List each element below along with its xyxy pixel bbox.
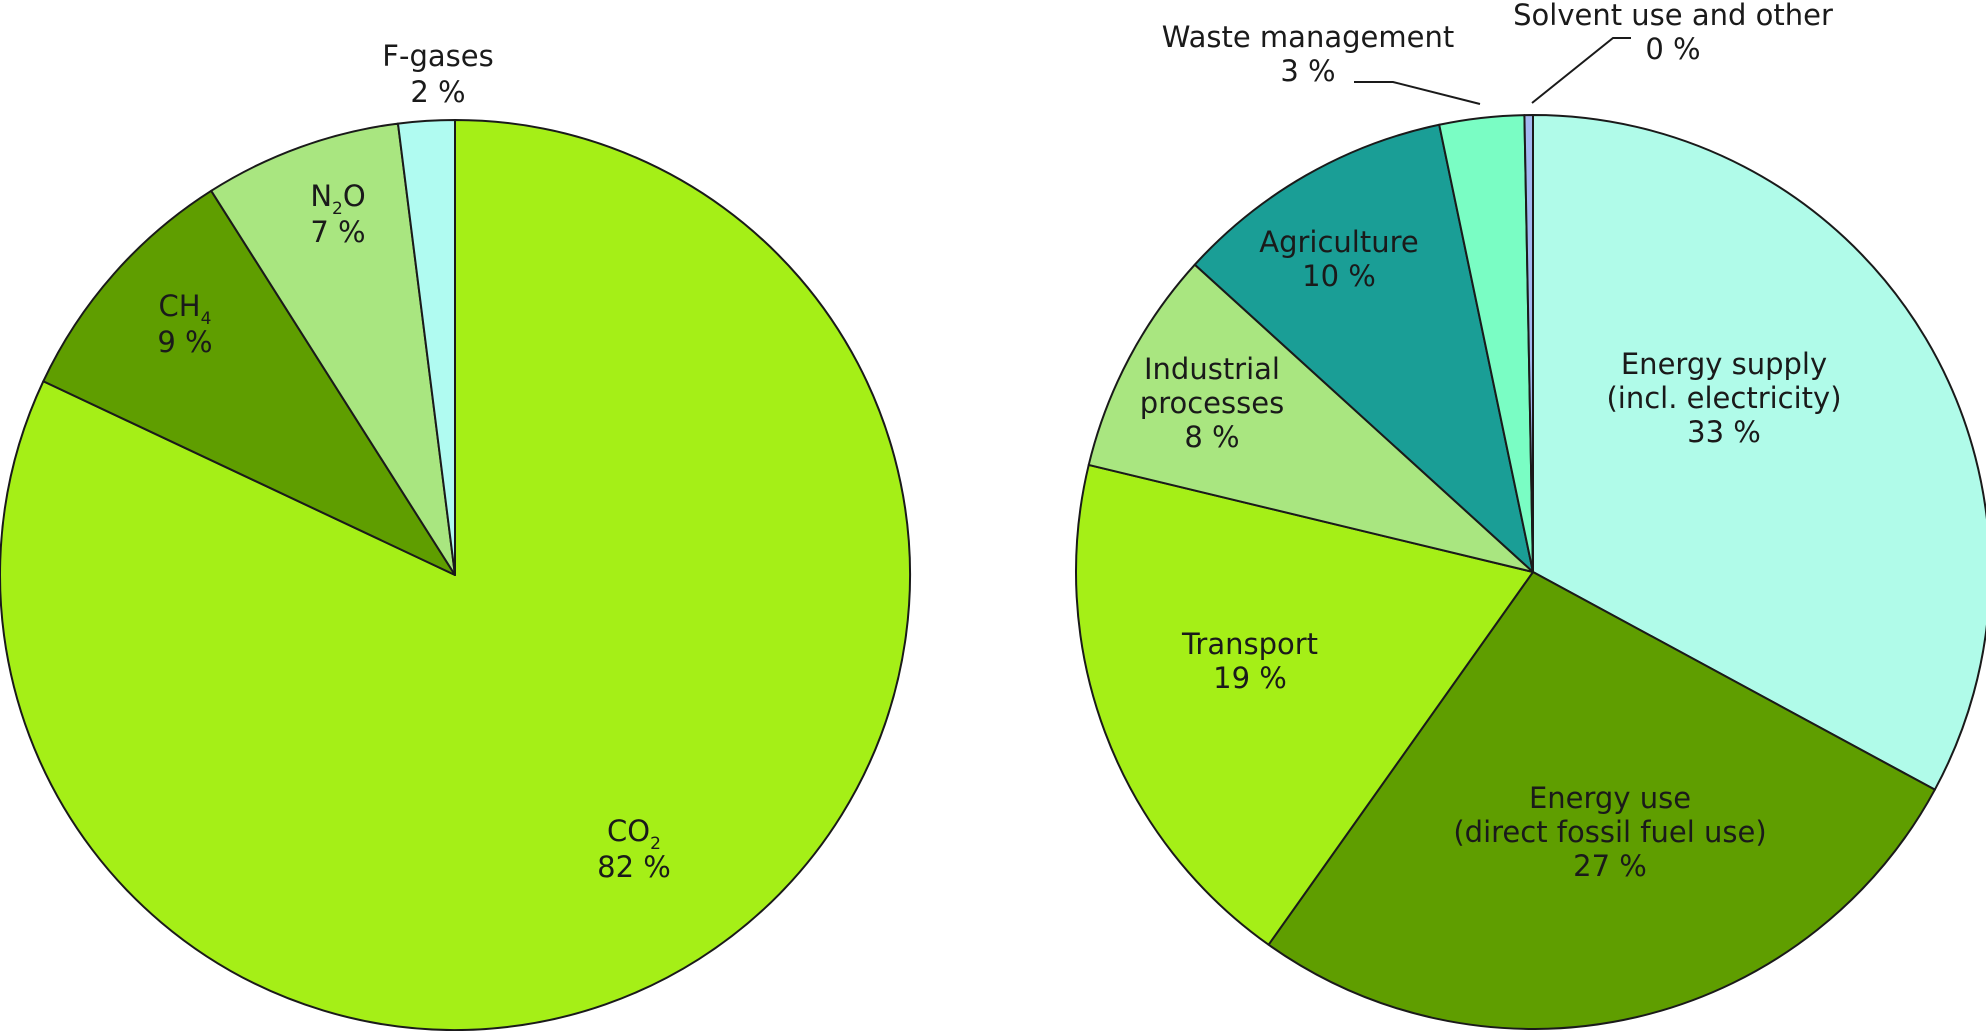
slice-value: 82 %: [597, 850, 671, 884]
slice-name-line: processes: [1140, 386, 1284, 420]
slice-label-energy-use-direct-fossil-fuel-use: Energy use(direct fossil fuel use)27 %: [1453, 781, 1766, 883]
pie-slice-ch4: [42, 189, 456, 576]
slice-label-energy-supply-incl-electricity: Energy supply(incl. electricity)33 %: [1606, 347, 1841, 449]
pie-slice-agriculture: [1193, 123, 1534, 573]
pie-slice-energy-supply-incl-electricity: [1532, 114, 1986, 791]
slice-name-line: Agriculture: [1259, 225, 1419, 259]
slice-name-line: Industrial: [1144, 352, 1280, 386]
pie-slice-f-gases: [396, 119, 456, 576]
slice-name-line: Energy supply: [1621, 347, 1827, 381]
pie-slice-n2o: [210, 122, 456, 576]
slice-value: 19 %: [1213, 661, 1287, 695]
slice-name: CH4: [159, 289, 212, 329]
pie-chart-sectors: Energy supply(incl. electricity)33 %Ener…: [1075, 0, 1986, 1030]
slice-name-line: Energy use: [1529, 781, 1691, 815]
slice-name-line: Waste management: [1162, 20, 1454, 54]
slice-name-line: (direct fossil fuel use): [1453, 815, 1766, 849]
pie-slice-industrial-processes: [1087, 263, 1534, 573]
pie-slice-transport: [1075, 463, 1534, 946]
pie-slice-solvent-use-and-other: [1523, 114, 1534, 573]
slice-name: CO2: [607, 814, 661, 854]
slice-value: 2 %: [410, 75, 465, 109]
slice-name: N2O: [310, 179, 365, 219]
slice-name-line: (incl. electricity): [1606, 381, 1841, 415]
slice-value: 9 %: [157, 325, 212, 359]
slice-name-line: Transport: [1181, 627, 1318, 661]
slice-value: 7 %: [310, 215, 365, 249]
slice-value: 3 %: [1280, 54, 1335, 88]
slice-name: F-gases: [382, 39, 493, 73]
slice-value: 27 %: [1573, 849, 1647, 883]
slice-value: 0 %: [1645, 32, 1700, 66]
leader-line-waste-management: [1354, 81, 1481, 105]
slice-value: 8 %: [1184, 420, 1239, 454]
slice-name-line: Solvent use and other: [1513, 0, 1833, 32]
slice-value: 33 %: [1687, 415, 1761, 449]
leader-line-solvent-use-and-other: [1531, 37, 1631, 104]
slice-value: 10 %: [1302, 259, 1376, 293]
pie-slice-energy-use-direct-fossil-fuel-use: [1267, 571, 1936, 1030]
